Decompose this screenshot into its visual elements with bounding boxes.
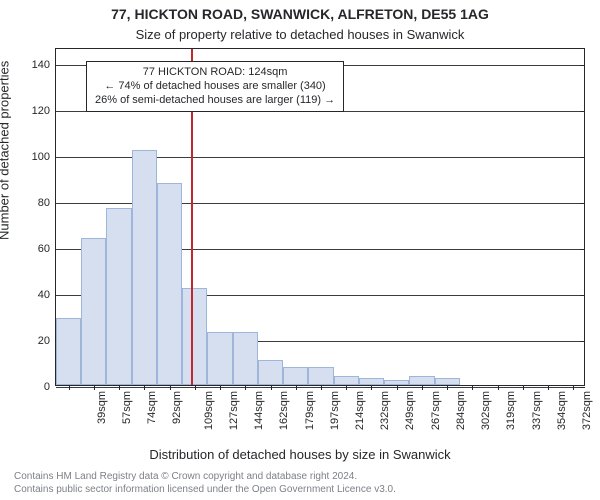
x-tick-label: 302sqm <box>480 391 492 430</box>
x-tick-label: 179sqm <box>304 391 316 430</box>
x-tick-label: 197sqm <box>329 391 341 430</box>
footer-attribution: Contains HM Land Registry data © Crown c… <box>14 471 396 496</box>
annotation-line-2: ← 74% of detached houses are smaller (34… <box>95 80 335 94</box>
x-tick-label: 337sqm <box>531 391 543 430</box>
x-tick-mark <box>346 385 347 390</box>
histogram-bar <box>56 318 81 385</box>
x-axis-label: Distribution of detached houses by size … <box>0 447 600 462</box>
gridline <box>56 387 584 388</box>
histogram-bar <box>258 360 283 385</box>
x-tick-mark <box>498 385 499 390</box>
x-tick-label: 109sqm <box>203 391 215 430</box>
x-tick-mark <box>144 385 145 390</box>
y-tick-label: 120 <box>32 105 56 117</box>
x-tick-mark <box>245 385 246 390</box>
y-tick-mark <box>580 65 585 66</box>
y-tick-label: 80 <box>38 197 56 209</box>
x-tick-label: 354sqm <box>556 391 568 430</box>
annotation-box: 77 HICKTON ROAD: 124sqm← 74% of detached… <box>86 61 344 112</box>
histogram-bar <box>182 288 207 385</box>
x-tick-label: 249sqm <box>405 391 417 430</box>
y-tick-mark <box>580 295 585 296</box>
footer-line-2: Contains public sector information licen… <box>14 484 396 497</box>
x-tick-mark <box>397 385 398 390</box>
x-tick-mark <box>119 385 120 390</box>
histogram-bar <box>308 367 333 385</box>
x-tick-label: 267sqm <box>430 391 442 430</box>
histogram-bar <box>435 378 460 385</box>
x-tick-mark <box>523 385 524 390</box>
y-tick-label: 20 <box>38 335 56 347</box>
x-tick-label: 127sqm <box>228 391 240 430</box>
x-tick-mark <box>220 385 221 390</box>
x-tick-mark <box>422 385 423 390</box>
plot-area: 02040608010012014039sqm57sqm74sqm92sqm10… <box>55 48 585 386</box>
x-tick-mark <box>195 385 196 390</box>
x-tick-label: 57sqm <box>121 391 133 424</box>
x-tick-mark <box>271 385 272 390</box>
x-tick-label: 284sqm <box>455 391 467 430</box>
y-tick-label: 100 <box>32 151 56 163</box>
histogram-bar <box>81 238 106 385</box>
histogram-bar <box>233 332 258 385</box>
chart-title: 77, HICKTON ROAD, SWANWICK, ALFRETON, DE… <box>0 6 600 22</box>
annotation-line-3: 26% of semi-detached houses are larger (… <box>95 94 335 108</box>
x-tick-mark <box>472 385 473 390</box>
histogram-bar <box>283 367 308 385</box>
x-tick-mark <box>321 385 322 390</box>
y-tick-mark <box>580 157 585 158</box>
annotation-line-1: 77 HICKTON ROAD: 124sqm <box>95 66 335 80</box>
footer-line-1: Contains HM Land Registry data © Crown c… <box>14 471 396 484</box>
y-tick-mark <box>580 387 585 388</box>
histogram-bar <box>132 150 157 385</box>
x-tick-label: 39sqm <box>96 391 108 424</box>
x-tick-mark <box>371 385 372 390</box>
x-tick-mark <box>573 385 574 390</box>
y-tick-mark <box>580 341 585 342</box>
x-tick-label: 319sqm <box>506 391 518 430</box>
y-tick-mark <box>580 111 585 112</box>
x-tick-label: 144sqm <box>253 391 265 430</box>
histogram-bar <box>207 332 232 385</box>
histogram-bar <box>157 183 182 385</box>
histogram-bar <box>409 376 434 385</box>
y-axis-label: Number of detached properties <box>0 61 12 240</box>
x-tick-mark <box>296 385 297 390</box>
chart-subtitle: Size of property relative to detached ho… <box>0 27 600 42</box>
y-tick-label: 140 <box>32 59 56 71</box>
x-tick-label: 162sqm <box>278 391 290 430</box>
x-tick-label: 92sqm <box>171 391 183 424</box>
histogram-bar <box>359 378 384 385</box>
x-tick-label: 232sqm <box>379 391 391 430</box>
y-tick-label: 60 <box>38 243 56 255</box>
y-tick-mark <box>580 249 585 250</box>
x-tick-label: 74sqm <box>146 391 158 424</box>
x-tick-mark <box>94 385 95 390</box>
x-tick-mark <box>548 385 549 390</box>
x-tick-mark <box>69 385 70 390</box>
histogram-bar <box>106 208 131 385</box>
x-tick-label: 372sqm <box>581 391 593 430</box>
histogram-bar <box>334 376 359 385</box>
x-tick-label: 214sqm <box>354 391 366 430</box>
y-tick-mark <box>580 203 585 204</box>
y-tick-label: 40 <box>38 289 56 301</box>
y-tick-label: 0 <box>44 381 56 393</box>
x-tick-mark <box>170 385 171 390</box>
x-tick-mark <box>447 385 448 390</box>
